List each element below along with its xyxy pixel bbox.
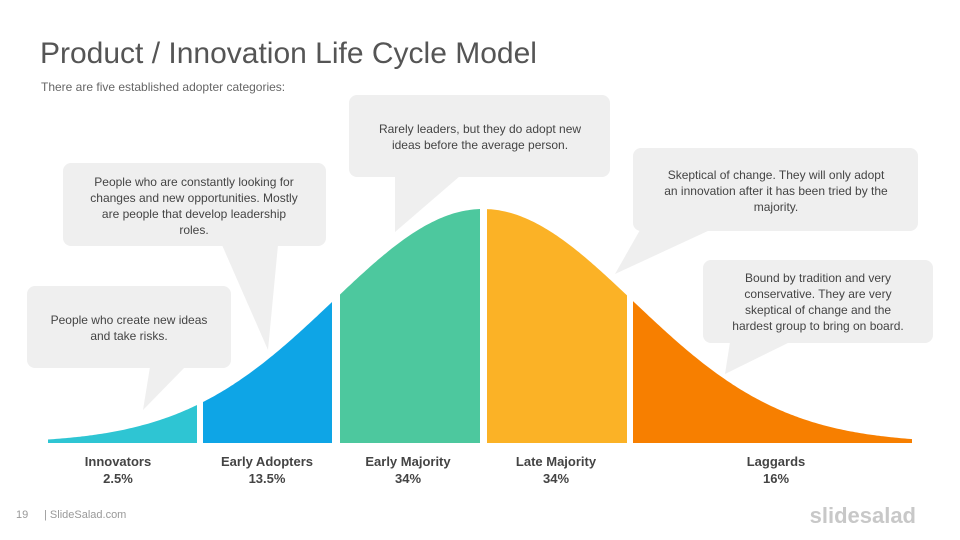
segment-share: 34%: [395, 471, 421, 486]
bell-curve: [48, 209, 912, 443]
segment-labels: Innovators 2.5% Early Adopters 13.5% Ear…: [85, 454, 805, 486]
callout-line: majority.: [754, 200, 798, 214]
callout-line: are people that develop leadership: [102, 207, 286, 221]
callout-tail: [222, 245, 278, 350]
callout-line: changes and new opportunities. Mostly: [90, 191, 297, 205]
callout-line: an innovation after it has been tried by…: [664, 184, 888, 198]
callout-tail: [143, 367, 185, 410]
segment-label: Laggards: [747, 454, 806, 469]
curve-segment: [340, 209, 480, 443]
logo: slidesalad: [810, 503, 916, 528]
callout-line: roles.: [179, 223, 208, 237]
page-number: 19: [16, 509, 28, 521]
callout-box: [63, 163, 326, 246]
callout-tail: [395, 176, 460, 232]
callout-line: Rarely leaders, but they do adopt new: [379, 122, 581, 136]
callout-line: People who are constantly looking for: [94, 175, 293, 189]
callout-line: People who create new ideas: [51, 313, 208, 327]
segment-label: Late Majority: [516, 454, 597, 469]
callout-box: [703, 260, 933, 343]
callout: Skeptical of change. They will only adop…: [615, 148, 918, 274]
curve-segment: [203, 302, 332, 443]
callout-line: conservative. They are very: [744, 287, 891, 301]
callout-line: hardest group to bring on board.: [732, 319, 903, 333]
callout: Bound by tradition and very conservative…: [703, 260, 933, 374]
curve-segment: [633, 301, 912, 443]
curve-segment: [487, 209, 627, 443]
callout-line: ideas before the average person.: [392, 138, 568, 152]
segment-label: Innovators: [85, 454, 151, 469]
callout: Rarely leaders, but they do adopt new id…: [349, 95, 610, 232]
callout-tail: [615, 230, 710, 274]
curve-segment: [48, 405, 197, 443]
callout-box: [633, 148, 918, 231]
callout-line: Bound by tradition and very: [745, 271, 891, 285]
title: Product / Innovation Life Cycle Model: [40, 37, 537, 70]
callout-line: skeptical of change and the: [745, 303, 891, 317]
callout-line: Skeptical of change. They will only adop…: [668, 168, 885, 182]
segment-label: Early Adopters: [221, 454, 313, 469]
segment-share: 16%: [763, 471, 789, 486]
segment-share: 2.5%: [103, 471, 133, 486]
callout-tail: [725, 342, 790, 374]
callout: People who are constantly looking for ch…: [63, 163, 326, 350]
site: | SlideSalad.com: [44, 509, 126, 521]
callout-line: and take risks.: [90, 329, 167, 343]
callout: People who create new ideas and take ris…: [27, 286, 231, 410]
segment-label: Early Majority: [365, 454, 451, 469]
callout-box: [27, 286, 231, 368]
segment-share: 34%: [543, 471, 569, 486]
callout-box: [349, 95, 610, 177]
segment-share: 13.5%: [249, 471, 286, 486]
subtitle: There are five established adopter categ…: [41, 80, 285, 94]
